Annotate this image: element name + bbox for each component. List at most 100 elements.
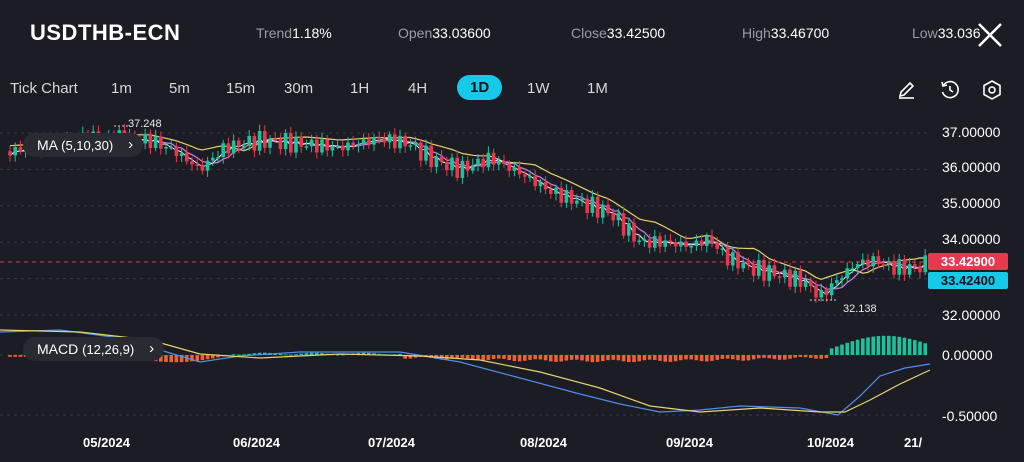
candle-down	[325, 139, 329, 151]
candle-down	[798, 270, 803, 287]
settings-icon[interactable]	[980, 78, 1004, 102]
candle-down	[559, 187, 563, 203]
macd-bar	[866, 337, 870, 355]
candle-up	[330, 145, 335, 151]
candle-up	[283, 133, 288, 150]
candle-up	[335, 145, 340, 147]
tf-1m-month[interactable]: 1M	[587, 80, 608, 97]
candle-down	[668, 240, 673, 243]
macd-bar	[658, 355, 662, 361]
ma-indicator-pill[interactable]: MA (5,10,30) ›	[23, 133, 144, 157]
candle-up	[268, 138, 272, 148]
candle-down	[507, 163, 511, 171]
candle-down	[606, 204, 610, 214]
macd-bar	[533, 355, 537, 360]
macd-bar	[814, 355, 818, 359]
candle-down	[621, 213, 626, 236]
tf-5m[interactable]: 5m	[169, 80, 190, 97]
macd-bar	[512, 355, 517, 362]
candle-down	[684, 241, 688, 247]
macd-bar	[242, 354, 246, 356]
chevron-right-icon: ›	[128, 136, 134, 153]
macd-bar	[585, 355, 589, 362]
macd-bar	[408, 355, 413, 359]
macd-bar	[8, 355, 12, 357]
macd-bar	[913, 340, 917, 355]
candle-down	[777, 276, 782, 278]
candle-down	[18, 147, 23, 152]
macd-bar	[304, 353, 309, 355]
candle-down	[715, 242, 719, 249]
macd-bar	[694, 355, 699, 361]
tf-1d[interactable]: 1D	[457, 75, 503, 100]
macd-bar	[855, 339, 860, 355]
candle-down	[814, 286, 818, 298]
macd-bar	[595, 355, 600, 362]
candle-up	[257, 130, 262, 151]
macd-bar	[476, 355, 480, 361]
candle-up	[387, 134, 392, 143]
stat-trend: Trend1.18%	[256, 25, 332, 41]
macd-bar	[845, 342, 849, 355]
macd-bar	[783, 355, 787, 360]
candle-down	[185, 152, 189, 162]
macd-bar	[809, 355, 813, 358]
candle-up	[887, 260, 891, 265]
candle-down	[902, 259, 907, 275]
candle-up	[819, 290, 823, 298]
candle-down	[772, 265, 777, 277]
macd-bar	[554, 355, 558, 362]
tf-1w[interactable]: 1W	[527, 80, 550, 97]
candle-down	[419, 142, 423, 161]
macd-bar	[637, 355, 641, 362]
date-label: 05/2024	[83, 435, 130, 450]
macd-indicator-pill[interactable]: MACD (12,26,9) ›	[23, 337, 165, 361]
candle-up	[460, 160, 465, 178]
candle-up	[679, 241, 683, 247]
candle-up	[855, 264, 860, 269]
tf-30m[interactable]: 30m	[284, 80, 314, 97]
history-icon[interactable]	[938, 78, 962, 102]
candle-up	[850, 268, 855, 270]
candle-down	[746, 262, 751, 265]
price-chart[interactable]	[0, 112, 1024, 462]
macd-bar	[757, 355, 761, 359]
tf-1m[interactable]: 1m	[111, 80, 132, 97]
candle-down	[465, 160, 470, 171]
candle-down	[382, 138, 387, 143]
macd-bar	[569, 355, 574, 360]
macd-axis-label: -0.50000	[942, 408, 998, 424]
candle-up	[689, 246, 693, 248]
macd-bar	[403, 355, 407, 359]
tf-15m[interactable]: 15m	[226, 80, 256, 97]
candle-down	[876, 256, 881, 265]
candle-up	[861, 259, 865, 265]
candle-up	[309, 139, 314, 147]
candle-down	[278, 139, 283, 150]
macd-bar	[549, 355, 553, 362]
macd-bar	[819, 355, 823, 359]
current-price-tag-lower: 33.42400	[928, 272, 1008, 289]
close-icon[interactable]	[975, 20, 1005, 50]
macd-bar	[918, 341, 922, 355]
stat-high: High33.46700	[742, 25, 830, 41]
tf-tick-chart[interactable]: Tick Chart	[10, 80, 78, 97]
candle-up	[741, 262, 745, 269]
candle-up	[372, 137, 376, 145]
date-label: 09/2024	[666, 435, 713, 450]
macd-bar	[335, 354, 340, 356]
pencil-icon[interactable]	[895, 78, 919, 102]
candle-down	[736, 252, 740, 269]
candle-down	[549, 189, 553, 194]
candle-down	[892, 260, 896, 275]
macd-bar	[767, 355, 771, 359]
candle-down	[195, 164, 199, 166]
tf-4h[interactable]: 4H	[408, 80, 428, 97]
tf-1h[interactable]: 1H	[350, 80, 370, 97]
candle-up	[897, 259, 901, 275]
macd-bar	[725, 355, 730, 359]
macd-bar	[601, 355, 605, 362]
stat-open: Open33.03600	[398, 25, 491, 41]
candle-down	[502, 161, 506, 164]
candle-up	[601, 204, 605, 218]
